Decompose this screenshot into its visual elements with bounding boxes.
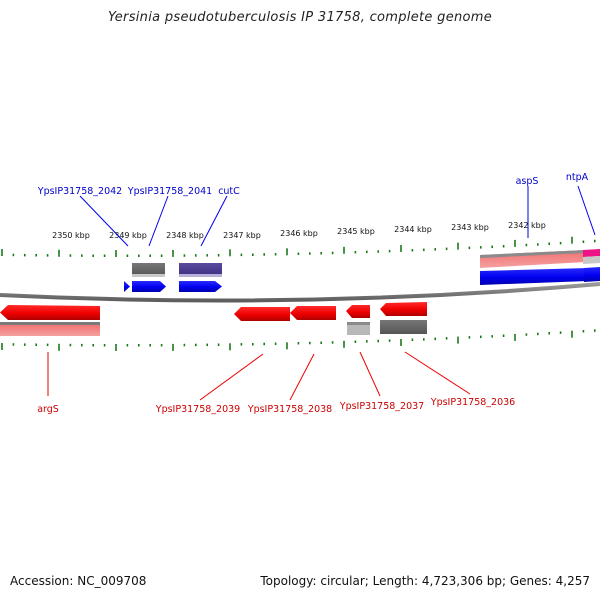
cds-box-pale-grey[interactable]: [347, 322, 370, 335]
rna-box-dark-edge: [480, 250, 586, 258]
inner-tick-row: [1, 329, 596, 351]
cds-box-grey[interactable]: [380, 320, 427, 334]
label-leader-line: [577, 185, 596, 236]
cds-box-pale-grey-edge: [347, 322, 370, 325]
gene-label-reverse[interactable]: YpsIP31758_2038: [247, 404, 332, 415]
gene-arrow-reverse[interactable]: [234, 307, 290, 321]
scale-label: 2348 kbp: [166, 231, 204, 240]
scale-label: 2347 kbp: [223, 231, 261, 240]
rna-box-dark-edge: [0, 322, 100, 325]
label-leader-line: [199, 353, 264, 401]
label-leader-line: [148, 195, 169, 247]
reverse-labels: argS YpsIP31758_2039 YpsIP31758_2038 Yps…: [37, 351, 515, 415]
genome-backbone: [0, 282, 600, 303]
outer-tick-row: [1, 236, 596, 257]
misc-feature-box[interactable]: [583, 249, 600, 257]
gene-arrow-reverse[interactable]: [0, 305, 100, 320]
misc-feature-box-pale: [583, 256, 600, 264]
scale-label: 2349 kbp: [109, 231, 147, 240]
label-leader-line: [359, 351, 381, 397]
scale-label: 2346 kbp: [280, 229, 318, 238]
cds-box-purple-shadow: [179, 274, 222, 277]
forward-labels: YpsIP31758_2042 YpsIP31758_2041 cutC asp…: [37, 172, 596, 247]
scale-label: 2350 kbp: [52, 231, 90, 240]
cds-box-grey-shadow: [132, 274, 165, 277]
gene-label-forward[interactable]: YpsIP31758_2041: [127, 186, 212, 197]
gene-label-reverse[interactable]: YpsIP31758_2036: [430, 397, 515, 408]
gene-label-reverse[interactable]: argS: [37, 404, 59, 415]
gene-label-forward[interactable]: aspS: [516, 176, 539, 187]
label-leader-line: [200, 195, 228, 247]
gene-label-forward[interactable]: YpsIP31758_2042: [37, 186, 122, 197]
gene-arrow-forward[interactable]: [584, 267, 600, 282]
scale-label: 2345 kbp: [337, 227, 375, 236]
gene-arrow-reverse[interactable]: [346, 305, 370, 318]
forward-strand: [124, 249, 600, 292]
rna-box-pale[interactable]: [0, 324, 100, 336]
gene-arrow-reverse[interactable]: [380, 302, 427, 316]
label-leader-line: [289, 353, 315, 401]
cds-box-grey[interactable]: [132, 263, 165, 276]
gene-arrow-forward[interactable]: [132, 281, 166, 292]
scale-label: 2342 kbp: [508, 221, 546, 230]
scale-label: 2343 kbp: [451, 223, 489, 232]
map-title: Yersinia pseudotuberculosis IP 31758, co…: [107, 10, 493, 25]
gene-arrow-forward[interactable]: [480, 268, 593, 285]
gene-label-forward[interactable]: ntpA: [566, 172, 589, 183]
scale-labels: 2350 kbp 2349 kbp 2348 kbp 2347 kbp 2346…: [52, 221, 546, 240]
reverse-strand: [0, 302, 427, 336]
cds-box-purple[interactable]: [179, 263, 222, 276]
genome-summary-text: Topology: circular; Length: 4,723,306 bp…: [260, 574, 590, 588]
accession-text: Accession: NC_009708: [10, 574, 147, 588]
label-leader-line: [79, 195, 129, 247]
gene-arrow-forward[interactable]: [179, 281, 222, 292]
gene-label-forward[interactable]: cutC: [218, 186, 240, 197]
scale-label: 2344 kbp: [394, 225, 432, 234]
gene-arrow-reverse[interactable]: [290, 306, 336, 320]
gene-label-reverse[interactable]: YpsIP31758_2037: [339, 401, 424, 412]
label-leader-line: [404, 351, 471, 395]
gene-label-reverse[interactable]: YpsIP31758_2039: [155, 404, 240, 415]
gene-arrow-forward[interactable]: [124, 281, 130, 292]
